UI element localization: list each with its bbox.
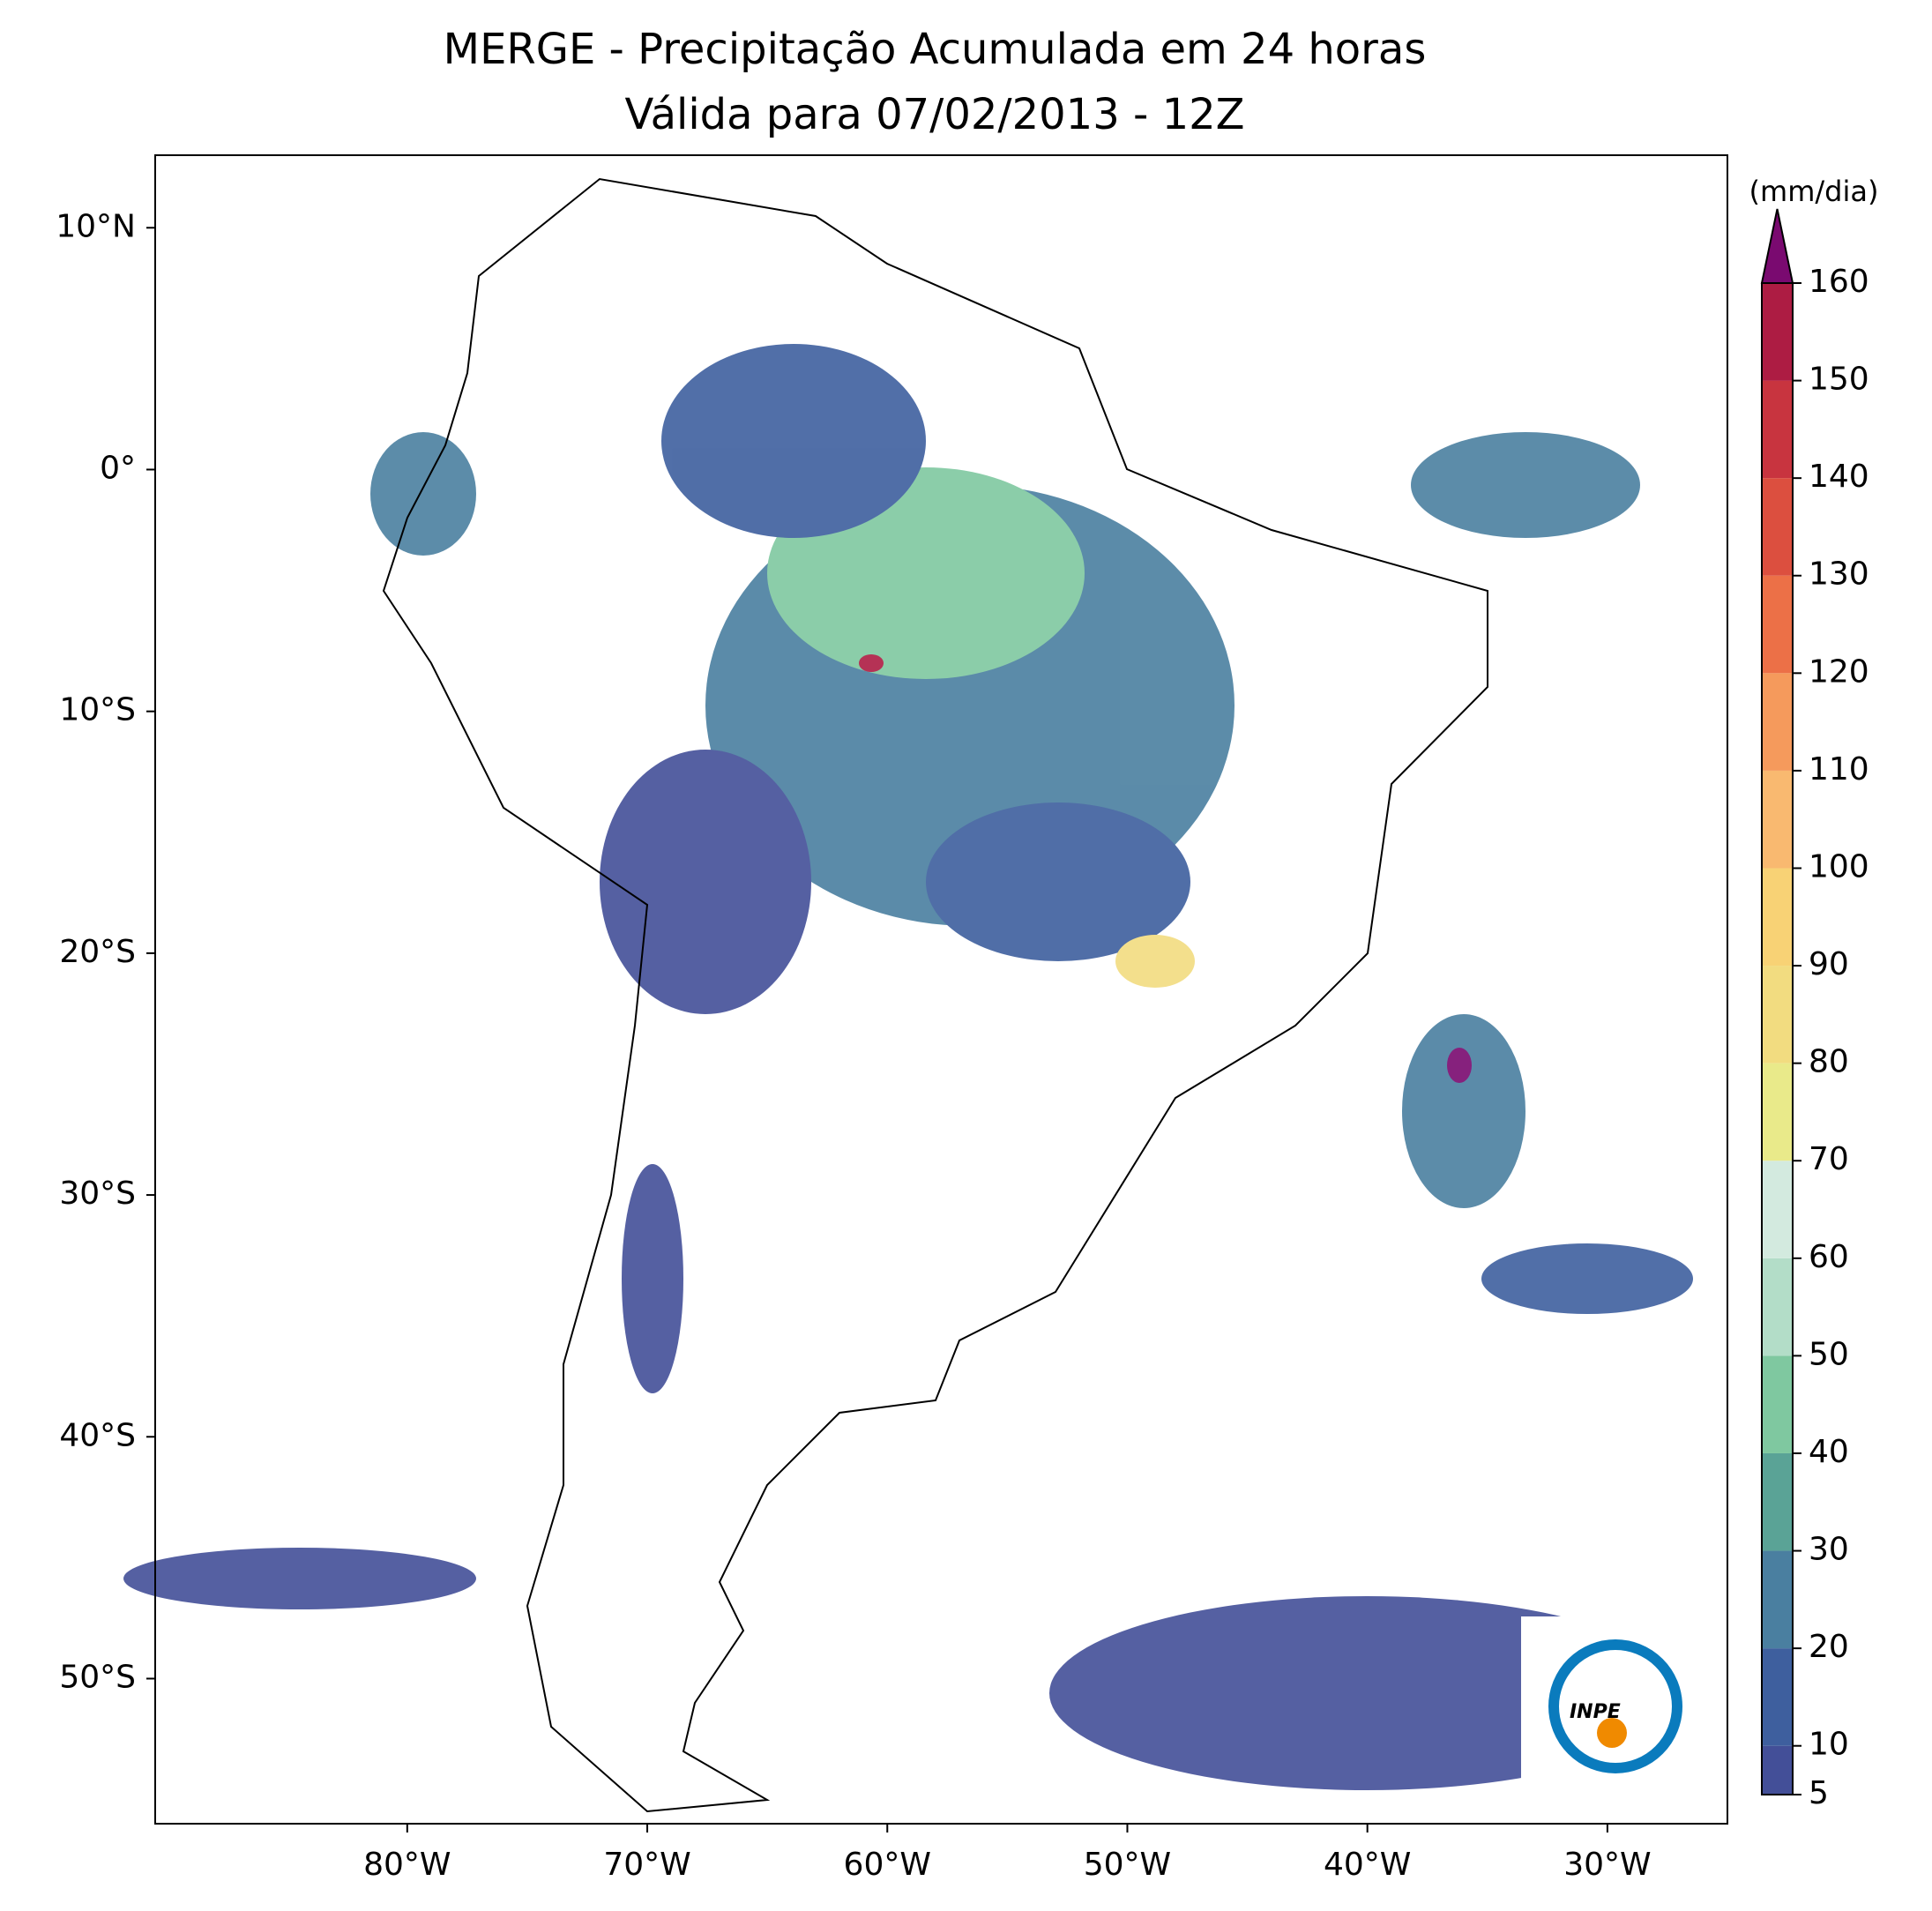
precip-areas (123, 344, 1693, 1790)
y-tick-label: 30°S (59, 1176, 136, 1212)
logo-dot (1597, 1718, 1627, 1748)
y-tick-label: 20°S (59, 934, 136, 970)
coastline (382, 177, 1488, 1813)
colorbar-segment (1762, 575, 1793, 674)
colorbar-segment (1762, 673, 1793, 771)
colorbar-tick-label: 130 (1809, 556, 1869, 593)
x-tick-label: 70°W (603, 1847, 690, 1883)
colorbar-tick-label: 70 (1809, 1141, 1849, 1177)
precip-area (1481, 1243, 1693, 1314)
colorbar-segment (1762, 1550, 1793, 1649)
colorbar-tick-label: 60 (1809, 1239, 1849, 1275)
colorbar-segment (1762, 1648, 1793, 1746)
x-tick-label: 60°W (844, 1847, 931, 1883)
colorbar-frame (1761, 282, 1794, 1795)
chart-title: MERGE - Precipitação Acumulada em 24 hor… (444, 25, 1427, 74)
x-tick-label: 80°W (363, 1847, 451, 1883)
colorbar-label: (mm/dia) (1749, 175, 1879, 208)
logo-text: INPE (1570, 1701, 1621, 1723)
logo-ring (1548, 1639, 1682, 1773)
colorbar-tick-label: 140 (1809, 459, 1869, 495)
colorbar-segment (1762, 1745, 1793, 1795)
y-tick-label: 50°S (59, 1659, 136, 1695)
colorbar-segment (1762, 1258, 1793, 1356)
colorbar-tick-label: 30 (1809, 1532, 1849, 1568)
precip-area (123, 1548, 476, 1609)
colorbar-tick-label: 10 (1809, 1727, 1849, 1763)
colorbar-tick-label: 40 (1809, 1434, 1849, 1470)
x-tick-label: 50°W (1084, 1847, 1171, 1883)
precip-area (600, 750, 811, 1014)
precip-area (859, 654, 884, 672)
colorbar-extend (1760, 208, 1794, 284)
colorbar-segment (1762, 283, 1793, 381)
colorbar-segment (1762, 1452, 1793, 1551)
colorbar-tick-label: 160 (1809, 264, 1869, 300)
x-tick-label: 40°W (1324, 1847, 1411, 1883)
colorbar-tick-label: 80 (1809, 1044, 1849, 1080)
colorbar-tick-label: 5 (1809, 1775, 1829, 1811)
y-tick-label: 0° (100, 450, 136, 486)
colorbar-segment (1762, 478, 1793, 576)
map-layer (123, 177, 1693, 1813)
y-tick-label: 10°N (56, 208, 136, 244)
colorbar-tick-label: 150 (1809, 362, 1869, 398)
colorbar-tick-label: 90 (1809, 946, 1849, 982)
colorbar-segment (1762, 1355, 1793, 1453)
precip-area (1115, 935, 1195, 988)
precip-area (661, 344, 926, 538)
colorbar-segment (1762, 1063, 1793, 1161)
chart-subtitle: Válida para 07/02/2013 - 12Z (624, 90, 1244, 139)
precip-area (370, 432, 476, 556)
colorbar-tick-label: 120 (1809, 653, 1869, 690)
colorbar-tick-label: 50 (1809, 1336, 1849, 1372)
precip-area (1402, 1014, 1525, 1208)
precip-area (1411, 432, 1640, 538)
y-tick-label: 10°S (59, 692, 136, 728)
colorbar-tick-label: 100 (1809, 848, 1869, 885)
colorbar-segment (1762, 966, 1793, 1064)
colorbar-segment (1762, 380, 1793, 479)
colorbar-segment (1762, 770, 1793, 869)
y-tick-label: 40°S (59, 1417, 136, 1453)
precip-area (926, 802, 1190, 961)
colorbar-segment (1762, 1161, 1793, 1258)
precip-area (1447, 1048, 1472, 1083)
x-tick-label: 30°W (1563, 1847, 1651, 1883)
colorbar-segment (1762, 868, 1793, 967)
colorbar-tick-label: 110 (1809, 751, 1869, 788)
colorbar-tick-label: 20 (1809, 1629, 1849, 1665)
map-frame (154, 154, 1728, 1825)
precip-area (622, 1164, 683, 1393)
